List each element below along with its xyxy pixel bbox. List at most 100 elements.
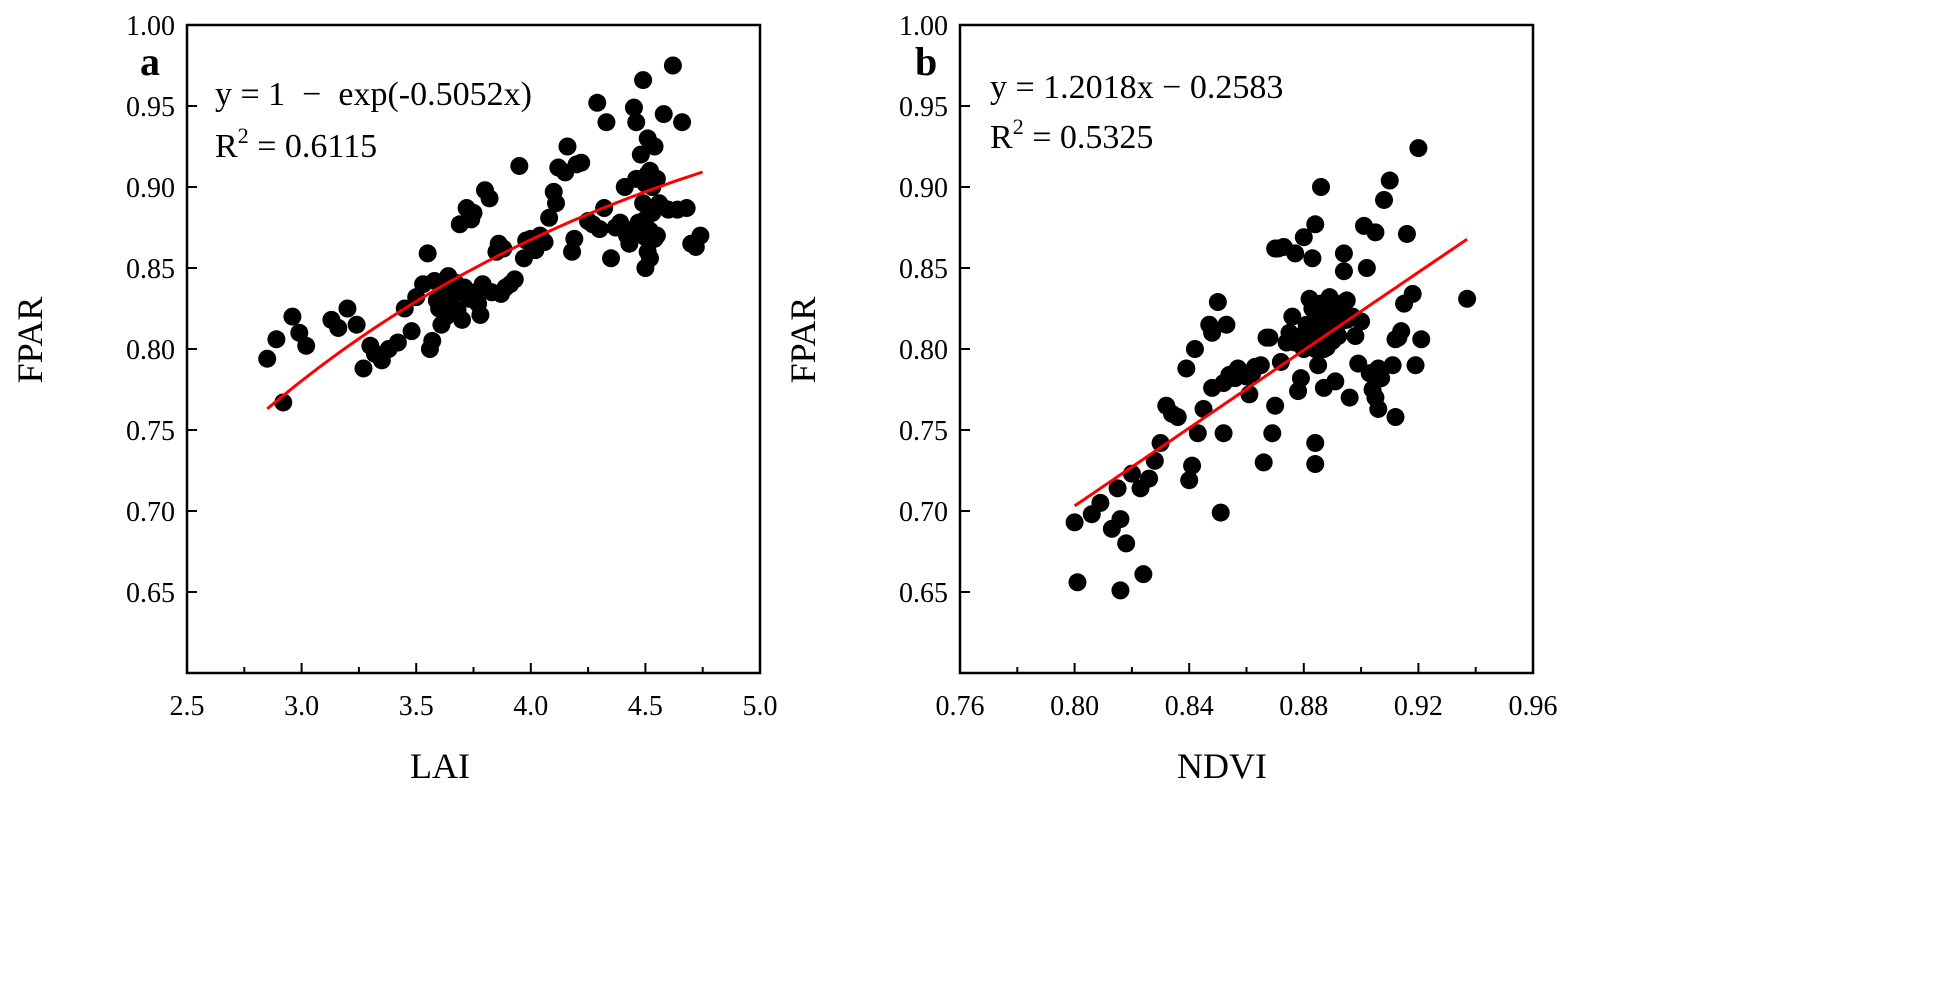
panel-b-data-point: [1386, 408, 1405, 427]
panel-a-data-point: [505, 270, 524, 289]
panel-b-data-point: [1263, 424, 1282, 443]
panel-b-data-point: [1306, 433, 1325, 452]
panel-b-data-point: [1294, 228, 1313, 247]
panel-b-data-point: [1309, 356, 1328, 375]
panel-b-data-point: [1406, 356, 1425, 375]
panel-a-x-tick-label: 4.5: [628, 691, 663, 722]
panel-a-y-tick-label: 0.80: [126, 335, 175, 366]
panel-b-r-squared: R2 = 0.5325: [990, 114, 1153, 156]
panel-a-data-point: [453, 310, 472, 329]
panel-b-data-point: [1352, 312, 1371, 331]
panel-a-r2-sup: 2: [238, 123, 249, 148]
panel-b-data-point: [1168, 408, 1187, 427]
panel-b-data-point: [1326, 372, 1345, 391]
panel-b-data-point: [1346, 327, 1365, 346]
panel-a-data-point: [547, 194, 566, 213]
panel-a-data-point: [691, 226, 710, 245]
panel-b-r2-value: = 0.5325: [1024, 119, 1154, 156]
panel-b-y-tick-label: 0.85: [899, 254, 948, 285]
panel-b-data-point: [1180, 471, 1199, 490]
panel-b-data-point: [1369, 399, 1388, 418]
panel-a-data-point: [480, 189, 499, 208]
panel-b-y-tick-label: 0.80: [899, 335, 948, 366]
panel-a-data-point: [638, 165, 657, 184]
panel-a-y-tick-label: 0.90: [126, 173, 175, 204]
panel-a-data-point: [338, 299, 357, 318]
panel-a-data-point: [654, 105, 673, 124]
panel-b-data-point: [1375, 190, 1394, 209]
panel-b-y-tick-label: 0.75: [899, 416, 948, 447]
panel-a-data-point: [602, 249, 621, 268]
panel-b-data-point: [1111, 581, 1130, 600]
panel-b-data-point: [1203, 323, 1222, 342]
panel-a-x-tick-label: 3.5: [399, 691, 434, 722]
panel-a-data-point: [535, 233, 554, 252]
panel-b-data-point: [1251, 356, 1270, 375]
panel-a-data-point: [634, 71, 653, 90]
panel-b-y-tick-label: 0.70: [899, 497, 948, 528]
panel-b-data-point: [1409, 139, 1428, 158]
panel-a-y-tick-label: 0.75: [126, 416, 175, 447]
panel-b-data-point: [1185, 340, 1204, 358]
panel-b-data-point: [1091, 493, 1110, 512]
panel-b-data-point: [1372, 369, 1391, 388]
panel-b-x-tick-label: 0.96: [1509, 691, 1558, 722]
panel-b-y-tick-label: 0.65: [899, 578, 948, 609]
panel-a-data-point: [673, 113, 692, 132]
panel-a-data-point: [510, 156, 529, 175]
panel-a-data-point: [283, 307, 302, 326]
panel-a-points: [258, 56, 710, 412]
panel-b-data-point: [1217, 315, 1236, 334]
panel-a-x-tick-label: 5.0: [743, 691, 778, 722]
panel-b-data-point: [1134, 565, 1153, 584]
panel-a: 2.5 3.0 3.5 4.0 4.5 5.0 0.65 0.70 0.75 0.80 0.85 0.…: [10, 11, 778, 786]
panel-b-data-point: [1306, 455, 1325, 474]
panel-a-data-point: [572, 153, 591, 172]
panel-b-x-tick-label: 0.76: [936, 691, 985, 722]
panel-b-letter: b: [915, 39, 937, 84]
panel-b-data-point: [1337, 291, 1356, 310]
panel-b-data-point: [1208, 293, 1227, 312]
panel-b-data-point: [1383, 356, 1402, 375]
panel-a-data-point: [297, 336, 316, 355]
panel-b-data-point: [1111, 510, 1130, 529]
panel-a-data-point: [627, 113, 646, 132]
panel-b-data-point: [1340, 388, 1359, 407]
panel-a-y-tick-label: 0.85: [126, 254, 175, 285]
panel-b-data-point: [1306, 215, 1325, 234]
panel-b-data-point: [1140, 469, 1159, 488]
panel-b-data-point: [1177, 359, 1196, 378]
panel-b-x-tick-label: 0.84: [1165, 691, 1214, 722]
panel-b-data-point: [1145, 451, 1164, 470]
panel-b-data-point: [1357, 259, 1376, 277]
panel-b-data-point: [1188, 424, 1207, 443]
panel-b-data-point: [1397, 224, 1416, 243]
panel-b-data-point: [1334, 262, 1353, 281]
panel-b-fit-line: [1073, 237, 1468, 508]
panel-b-x-tick-label: 0.88: [1279, 691, 1328, 722]
panel-a-y-tick-label: 0.95: [126, 92, 175, 123]
panel-b-data-point: [1334, 244, 1353, 263]
panel-b-data-point: [1303, 249, 1322, 268]
panel-a-data-point: [631, 145, 650, 164]
panel-b-y-tick-label: 1.00: [899, 11, 948, 42]
panel-b-data-point: [1458, 289, 1477, 308]
panel-b-data-point: [1183, 456, 1202, 475]
panel-b-points: [1065, 139, 1477, 600]
panel-b-data-point: [1266, 396, 1285, 415]
panel-a-letter: a: [140, 39, 160, 84]
panel-a-y-tick-label: 0.65: [126, 578, 175, 609]
panel-a-data-point: [267, 330, 286, 349]
panel-a-data-point: [640, 249, 659, 268]
panel-a-data-point: [597, 113, 616, 132]
panel-b-data-point: [1314, 340, 1333, 358]
panel-b-data-point: [1271, 352, 1290, 371]
panel-a-data-point: [388, 333, 407, 352]
panel-a-data-point: [418, 244, 437, 263]
panel-a-r-squared: R2 = 0.6115: [215, 123, 377, 165]
panel-b-data-point: [1108, 479, 1127, 498]
panel-b-r2-letter: R: [990, 119, 1013, 156]
panel-a-r2-value: = 0.6115: [249, 128, 377, 165]
panel-a-data-point: [347, 315, 366, 334]
panel-b-data-point: [1380, 171, 1399, 190]
